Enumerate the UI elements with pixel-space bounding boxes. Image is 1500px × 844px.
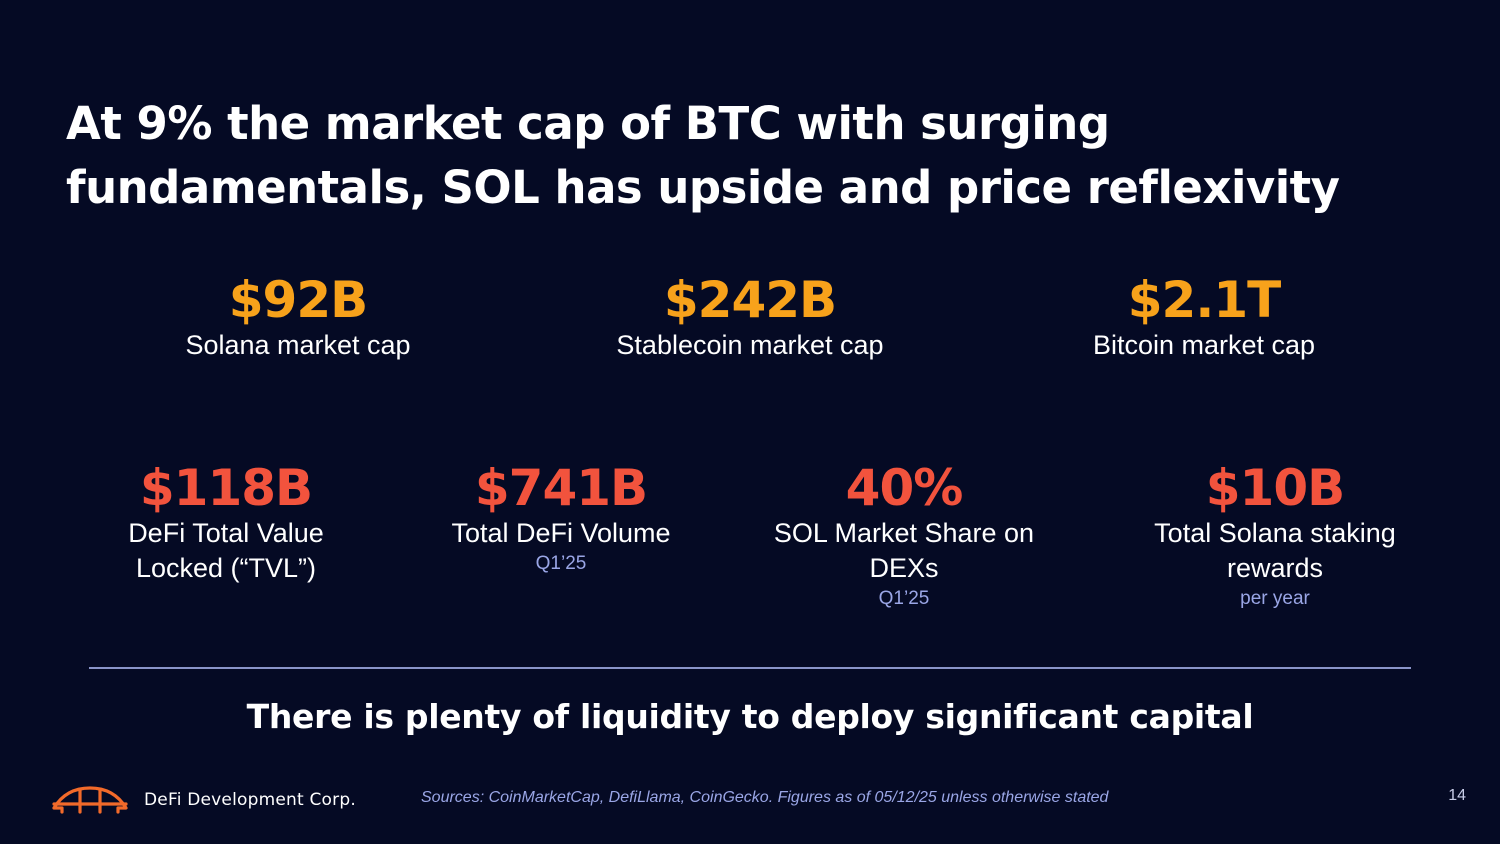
company-logo: DeFi Development Corp. xyxy=(52,784,356,816)
stat-label-line-1: Total DeFi Volume xyxy=(451,518,671,548)
stat-stablecoin-market-cap: $242B Stablecoin market cap xyxy=(580,272,920,363)
stat-label-line-1: DeFi Total Value xyxy=(128,518,324,548)
stat-note: Q1’25 xyxy=(878,588,930,609)
slide-title-line-2: fundamentals, SOL has upside and price r… xyxy=(66,161,1340,214)
stat-label: Stablecoin market cap xyxy=(616,330,884,360)
stat-value: $92B xyxy=(228,271,368,329)
stat-note: per year xyxy=(1240,588,1310,609)
sources-note: Sources: CoinMarketCap, DefiLlama, CoinG… xyxy=(421,789,1109,806)
stat-value: $10B xyxy=(1205,459,1345,517)
stat-value: $118B xyxy=(139,459,313,517)
stat-note: Q1’25 xyxy=(535,553,587,574)
stat-value: $2.1T xyxy=(1127,271,1281,329)
stat-bitcoin-market-cap: $2.1T Bitcoin market cap xyxy=(1054,272,1354,363)
tagline: There is plenty of liquidity to deploy s… xyxy=(246,697,1254,736)
stat-value: $741B xyxy=(474,459,648,517)
stat-sol-dex-share: 40% SOL Market Share on DEXs Q1’25 xyxy=(749,460,1059,611)
slide-title-line-1: At 9% the market cap of BTC with surging xyxy=(66,97,1110,150)
stat-value: 40% xyxy=(845,459,964,517)
stat-label: Solana market cap xyxy=(185,330,411,360)
stat-label-line-2: rewards xyxy=(1226,553,1324,583)
divider xyxy=(89,667,1411,669)
stat-label-line-2: Locked (“TVL”) xyxy=(135,553,317,583)
stat-total-defi-volume: $741B Total DeFi Volume Q1’25 xyxy=(416,460,706,576)
stat-label: Bitcoin market cap xyxy=(1092,330,1316,360)
stat-solana-market-cap: $92B Solana market cap xyxy=(148,272,448,363)
page-number: 14 xyxy=(1448,787,1466,804)
stat-label-line-1: Total Solana staking xyxy=(1154,518,1396,548)
stat-value: $242B xyxy=(663,271,837,329)
stat-label-line-1: SOL Market Share on xyxy=(773,518,1035,548)
bridge-logo-icon xyxy=(52,786,128,814)
stat-staking-rewards: $10B Total Solana staking rewards per ye… xyxy=(1120,460,1430,611)
slide-title: At 9% the market cap of BTC with surging… xyxy=(66,92,1446,220)
company-name: DeFi Development Corp. xyxy=(144,790,356,810)
stat-defi-tvl: $118B DeFi Total Value Locked (“TVL”) xyxy=(86,460,366,586)
stat-label-line-2: DEXs xyxy=(869,553,939,583)
